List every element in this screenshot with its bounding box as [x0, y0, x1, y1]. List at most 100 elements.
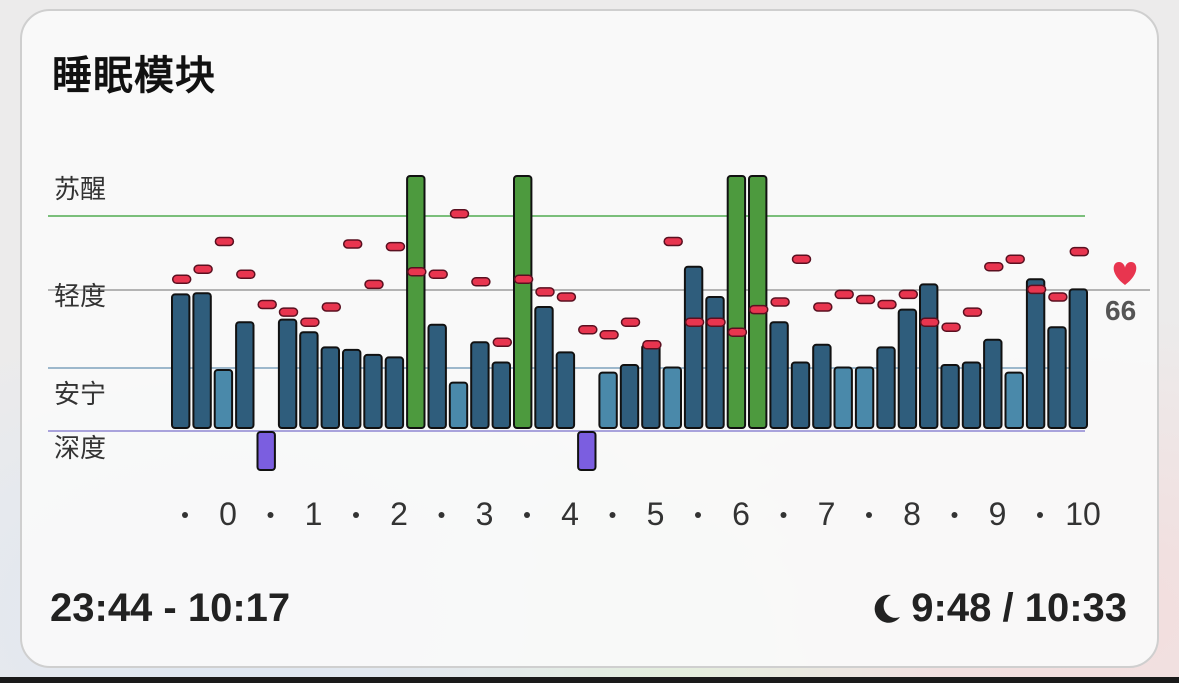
heart-rate-mark: [278, 307, 299, 317]
sleep-bar-light: [384, 356, 405, 429]
x-tick-dot: [267, 512, 274, 518]
sleep-bar-deep: [256, 431, 276, 471]
x-tick-label: 8: [903, 496, 921, 532]
heart-rate-mark: [1069, 246, 1090, 257]
sleep-bar-light: [427, 323, 447, 430]
sleep-bar-restful: [598, 371, 618, 430]
sleep-bar-awake: [513, 175, 533, 429]
sleep-bar-light: [470, 341, 490, 429]
heart-rate-mark: [300, 317, 320, 327]
heart-rate-mark: [193, 264, 213, 274]
heart-rate-mark: [535, 287, 555, 297]
x-tick-label: 2: [390, 496, 408, 532]
heart-rate-mark: [1048, 292, 1068, 302]
stage-label: 轻度: [54, 282, 106, 312]
sleep-bar-light: [534, 306, 554, 429]
moon-icon: [874, 594, 901, 623]
x-tick-label: 3: [476, 496, 494, 532]
heart-rate-mark: [748, 304, 769, 315]
heart-rate-mark: [941, 322, 961, 332]
sleep-bar-awake: [406, 175, 426, 429]
heart-rate-mark: [919, 317, 940, 327]
sleep-bar-light: [769, 321, 789, 430]
heart-rate-mark: [984, 261, 1004, 272]
heart-rate-mark: [214, 236, 235, 247]
heart-rate-mark: [257, 299, 277, 310]
heart-rate-mark: [556, 292, 577, 302]
heart-rate-mark: [364, 279, 384, 290]
sleep-bar-deep: [577, 431, 597, 471]
x-tick-dot: [951, 512, 958, 518]
sleep-bar-light: [299, 331, 319, 430]
sleep-bar-light: [812, 343, 832, 429]
stage-label: 安宁: [54, 380, 106, 410]
heart-rate-mark: [684, 317, 705, 327]
heart-rate-mark: [770, 297, 790, 307]
sleep-bar-light: [363, 353, 383, 429]
sleep-bar-light: [641, 343, 661, 429]
sleep-bar-light: [983, 338, 1003, 429]
heart-rate-mark: [449, 209, 470, 219]
sleep-bar-light: [192, 292, 212, 430]
sleep-bar-light: [342, 348, 362, 429]
heart-rate-mark: [1026, 284, 1047, 295]
heart-rate-mark: [813, 302, 833, 312]
heart-icon: [1113, 262, 1137, 285]
heart-rate-mark: [599, 330, 619, 340]
heart-rate-mark: [428, 269, 448, 280]
x-tick-dot: [353, 512, 359, 518]
card-title: 睡眠模块: [52, 53, 216, 99]
sleep-bar-light: [171, 293, 191, 429]
sleep-bar-light: [876, 346, 896, 429]
x-tick-dot: [524, 512, 530, 518]
sleep-bar-light: [320, 346, 341, 429]
heart-rate-mark: [642, 340, 662, 350]
sleep-time-range: 23:44 - 10:17: [50, 586, 291, 630]
sleep-bar-restful: [833, 366, 853, 429]
heart-rate-mark: [492, 337, 513, 348]
sleep-bar-light: [1068, 288, 1088, 429]
stage-label: 深度: [54, 434, 106, 464]
sleep-bar-restful: [854, 366, 875, 429]
sleep-bar-restful: [213, 369, 234, 429]
x-tick-dot: [780, 512, 787, 518]
x-tick-label: 4: [561, 496, 579, 532]
heart-rate-mark: [620, 317, 641, 327]
sleep-bar-light: [1025, 278, 1046, 429]
heart-rate-mark: [171, 274, 192, 285]
sleep-bar-light: [790, 361, 811, 429]
heart-rate-mark: [342, 239, 363, 249]
sleep-bar-light: [705, 296, 725, 429]
sleep-bar-restful: [1004, 371, 1024, 430]
sleep-bar-light: [491, 361, 512, 429]
x-tick-label: 10: [1065, 496, 1101, 532]
heart-rate-mark: [578, 324, 598, 335]
heart-rate-mark: [236, 269, 256, 280]
x-tick-dot: [695, 512, 701, 518]
stage-label: 苏醒: [54, 175, 106, 205]
heart-rate-mark: [385, 241, 406, 252]
heart-rate-value: 66: [1105, 295, 1136, 326]
sleep-bar-light: [619, 364, 640, 429]
heart-rate-mark: [962, 307, 983, 317]
x-tick-label: 1: [305, 496, 323, 532]
heart-rate-mark: [321, 302, 342, 312]
sleep-bar-light: [961, 361, 982, 429]
sleep-bar-light: [683, 265, 704, 430]
heart-rate-mark: [471, 277, 491, 287]
sleep-bar-light: [1047, 326, 1067, 430]
x-tick-dot: [609, 512, 616, 518]
sleep-bar-light: [555, 351, 576, 429]
sleep-bar-awake: [726, 175, 747, 429]
x-tick-label: 6: [732, 496, 750, 532]
sleep-bar-light: [235, 321, 255, 430]
x-tick-label: 9: [989, 496, 1007, 532]
x-tick-label: 5: [647, 496, 665, 532]
sleep-bar-light: [940, 364, 960, 429]
sleep-bar-light: [897, 308, 918, 430]
x-tick-dot: [438, 512, 445, 518]
x-tick-label: 7: [818, 496, 836, 532]
heart-rate-mark: [834, 289, 854, 300]
sleep-bar-restful: [662, 366, 682, 429]
